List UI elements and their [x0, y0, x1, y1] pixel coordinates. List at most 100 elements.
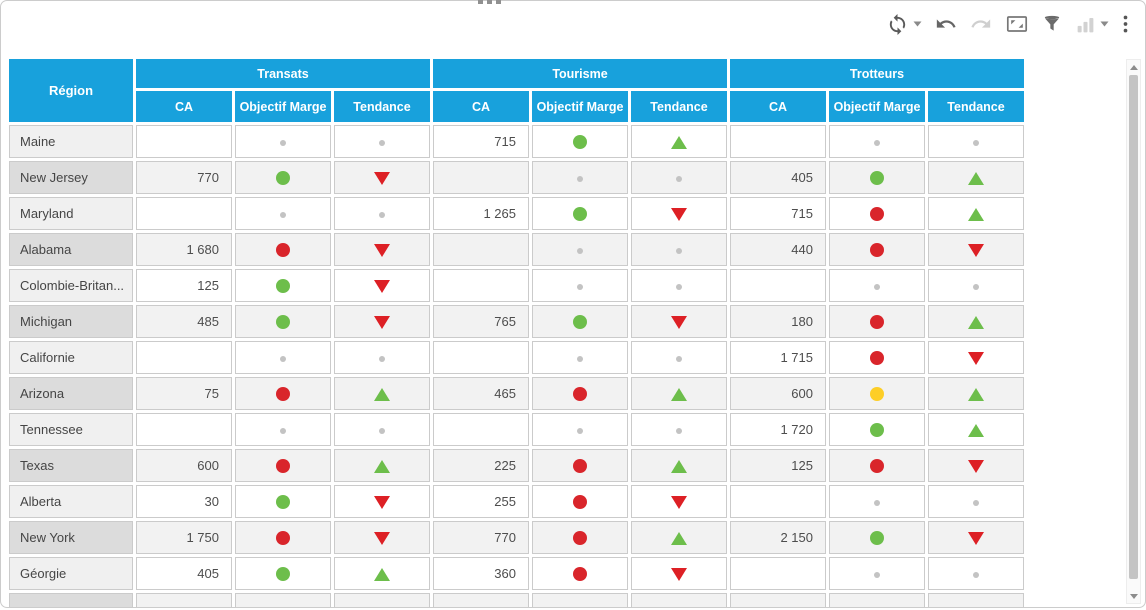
tendance-cell[interactable]: [928, 197, 1024, 230]
ca-value-cell[interactable]: 405: [136, 557, 232, 590]
ca-value-cell[interactable]: 485: [136, 305, 232, 338]
tendance-cell[interactable]: [334, 557, 430, 590]
objectif-marge-cell[interactable]: [532, 269, 628, 302]
objectif-marge-cell[interactable]: [235, 449, 331, 482]
objectif-marge-cell[interactable]: [829, 557, 925, 590]
objectif-marge-cell[interactable]: [829, 449, 925, 482]
region-cell[interactable]: Géorgie: [9, 557, 133, 590]
ca-value-cell[interactable]: [136, 413, 232, 446]
objectif-marge-cell[interactable]: [235, 593, 331, 607]
ca-value-cell[interactable]: 1 750: [136, 521, 232, 554]
ca-value-cell[interactable]: 440: [730, 233, 826, 266]
ca-value-cell[interactable]: 225: [433, 449, 529, 482]
column-header-tendance[interactable]: Tendance: [631, 91, 727, 122]
ca-value-cell[interactable]: 1 720: [730, 413, 826, 446]
vertical-scrollbar[interactable]: [1126, 59, 1141, 604]
ca-value-cell[interactable]: [136, 125, 232, 158]
region-cell[interactable]: Maine: [9, 125, 133, 158]
ca-value-cell[interactable]: [730, 557, 826, 590]
ca-value-cell[interactable]: 125: [136, 269, 232, 302]
ca-value-cell[interactable]: 770: [433, 521, 529, 554]
objectif-marge-cell[interactable]: [829, 593, 925, 607]
tendance-cell[interactable]: [928, 377, 1024, 410]
region-cell[interactable]: [9, 593, 133, 607]
objectif-marge-cell[interactable]: [829, 521, 925, 554]
scrollbar-thumb[interactable]: [1129, 75, 1138, 579]
group-header-transats[interactable]: Transats: [136, 59, 430, 88]
column-header-ca[interactable]: CA: [433, 91, 529, 122]
objectif-marge-cell[interactable]: [235, 485, 331, 518]
objectif-marge-cell[interactable]: [829, 305, 925, 338]
region-cell[interactable]: Arizona: [9, 377, 133, 410]
ca-value-cell[interactable]: [136, 197, 232, 230]
column-header-tendance[interactable]: Tendance: [334, 91, 430, 122]
tendance-cell[interactable]: [631, 197, 727, 230]
ca-value-cell[interactable]: 405: [730, 161, 826, 194]
tendance-cell[interactable]: [631, 557, 727, 590]
ca-value-cell[interactable]: 715: [730, 197, 826, 230]
objectif-marge-cell[interactable]: [532, 305, 628, 338]
region-cell[interactable]: Maryland: [9, 197, 133, 230]
objectif-marge-cell[interactable]: [829, 377, 925, 410]
ca-value-cell[interactable]: 1 265: [433, 197, 529, 230]
objectif-marge-cell[interactable]: [532, 233, 628, 266]
group-header-trotteurs[interactable]: Trotteurs: [730, 59, 1024, 88]
ca-value-cell[interactable]: 180: [730, 305, 826, 338]
tendance-cell[interactable]: [928, 413, 1024, 446]
tendance-cell[interactable]: [334, 593, 430, 607]
ca-value-cell[interactable]: 2 150: [730, 521, 826, 554]
column-header-objectif-marge[interactable]: Objectif Marge: [532, 91, 628, 122]
ca-value-cell[interactable]: 715: [433, 125, 529, 158]
objectif-marge-cell[interactable]: [532, 377, 628, 410]
tendance-cell[interactable]: [928, 125, 1024, 158]
tendance-cell[interactable]: [631, 593, 727, 607]
tendance-cell[interactable]: [928, 521, 1024, 554]
ca-value-cell[interactable]: 30: [136, 485, 232, 518]
tendance-cell[interactable]: [631, 305, 727, 338]
ca-value-cell[interactable]: 125: [730, 449, 826, 482]
tendance-cell[interactable]: [631, 485, 727, 518]
tendance-cell[interactable]: [334, 413, 430, 446]
region-cell[interactable]: New York: [9, 521, 133, 554]
region-cell[interactable]: Alberta: [9, 485, 133, 518]
ca-value-cell[interactable]: [433, 593, 529, 607]
tendance-cell[interactable]: [334, 341, 430, 374]
column-header-tendance[interactable]: Tendance: [928, 91, 1024, 122]
column-header-region[interactable]: Région: [9, 59, 133, 122]
tendance-cell[interactable]: [631, 269, 727, 302]
tendance-cell[interactable]: [928, 449, 1024, 482]
tendance-cell[interactable]: [631, 161, 727, 194]
kebab-menu-button[interactable]: [1122, 13, 1129, 35]
objectif-marge-cell[interactable]: [235, 269, 331, 302]
objectif-marge-cell[interactable]: [235, 377, 331, 410]
objectif-marge-cell[interactable]: [532, 485, 628, 518]
objectif-marge-cell[interactable]: [235, 557, 331, 590]
tendance-cell[interactable]: [334, 485, 430, 518]
tendance-cell[interactable]: [631, 449, 727, 482]
tendance-cell[interactable]: [928, 593, 1024, 607]
tendance-cell[interactable]: [928, 557, 1024, 590]
ca-value-cell[interactable]: 1 715: [730, 341, 826, 374]
objectif-marge-cell[interactable]: [235, 413, 331, 446]
objectif-marge-cell[interactable]: [532, 449, 628, 482]
undo-button[interactable]: [935, 13, 957, 35]
ca-value-cell[interactable]: 255: [433, 485, 529, 518]
region-cell[interactable]: New Jersey: [9, 161, 133, 194]
group-header-tourisme[interactable]: Tourisme: [433, 59, 727, 88]
objectif-marge-cell[interactable]: [829, 341, 925, 374]
tendance-cell[interactable]: [334, 377, 430, 410]
region-cell[interactable]: Californie: [9, 341, 133, 374]
tendance-cell[interactable]: [928, 161, 1024, 194]
tendance-cell[interactable]: [334, 233, 430, 266]
objectif-marge-cell[interactable]: [235, 341, 331, 374]
tendance-cell[interactable]: [334, 269, 430, 302]
objectif-marge-cell[interactable]: [235, 161, 331, 194]
region-cell[interactable]: Colombie-Britan...: [9, 269, 133, 302]
redo-button[interactable]: [970, 13, 992, 35]
objectif-marge-cell[interactable]: [532, 341, 628, 374]
objectif-marge-cell[interactable]: [829, 197, 925, 230]
objectif-marge-cell[interactable]: [532, 521, 628, 554]
objectif-marge-cell[interactable]: [532, 557, 628, 590]
column-header-objectif-marge[interactable]: Objectif Marge: [829, 91, 925, 122]
ca-value-cell[interactable]: 465: [433, 377, 529, 410]
